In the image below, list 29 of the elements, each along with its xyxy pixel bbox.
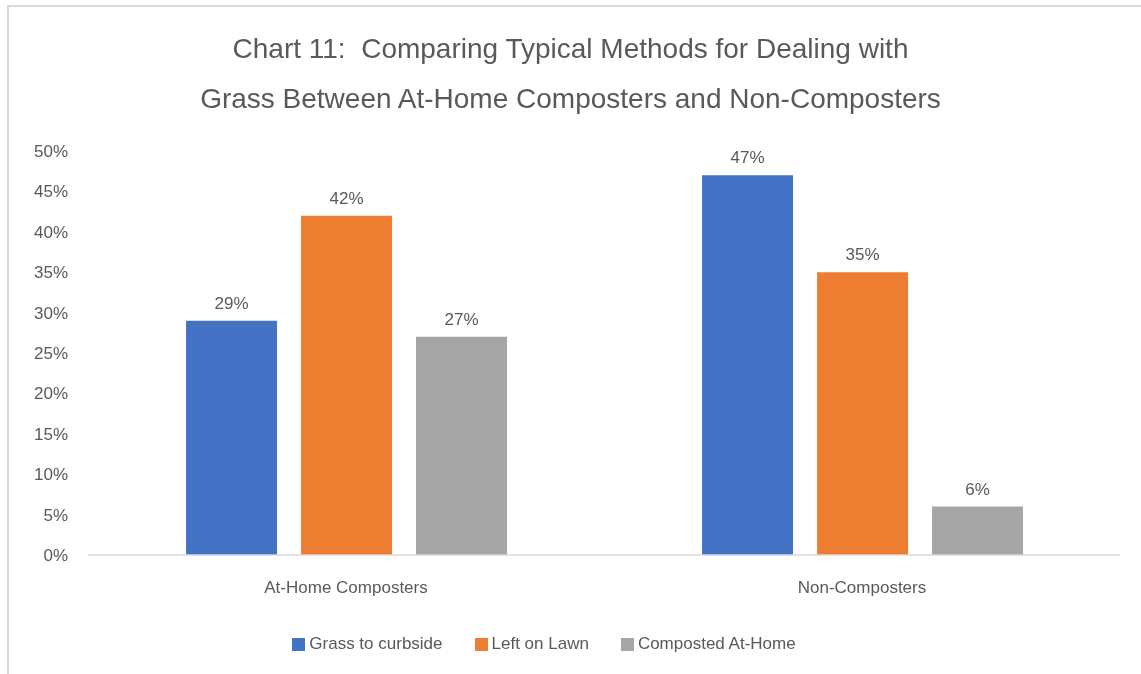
data-label: 47% — [730, 148, 765, 168]
data-label: 29% — [214, 293, 249, 313]
y-tick-label: 40% — [33, 222, 68, 242]
chart-title: Chart 11: Comparing Typical Methods for Dealing with Grass Between At-Home Composters and Non-Composters — [199, 32, 942, 116]
bar — [817, 272, 909, 555]
y-tick-label: 25% — [33, 344, 68, 364]
bar — [186, 320, 278, 555]
x-tick-label: Non-Composters — [797, 578, 927, 598]
y-tick-label: 0% — [43, 546, 68, 566]
y-tick-label: 15% — [33, 424, 68, 444]
bar — [702, 175, 794, 555]
y-tick-label: 45% — [33, 182, 68, 202]
data-label: 35% — [845, 245, 880, 265]
bar — [416, 336, 508, 555]
x-tick-label: At-Home Composters — [264, 578, 428, 598]
bar — [932, 506, 1024, 555]
data-label: 27% — [444, 309, 479, 329]
y-tick-label: 35% — [33, 263, 68, 283]
legend-label: Grass to curbside — [309, 634, 443, 653]
y-tick-label: 5% — [43, 505, 68, 525]
legend-label: Composted At-Home — [637, 634, 796, 653]
y-tick-label: 10% — [33, 465, 68, 485]
bar — [301, 215, 393, 555]
legend-label: Left on Lawn — [491, 634, 589, 653]
y-tick-label: 20% — [33, 384, 68, 404]
y-tick-label: 50% — [33, 142, 68, 162]
y-tick-label: 30% — [33, 303, 68, 323]
data-label: 42% — [329, 188, 364, 208]
data-label: 6% — [965, 479, 990, 499]
